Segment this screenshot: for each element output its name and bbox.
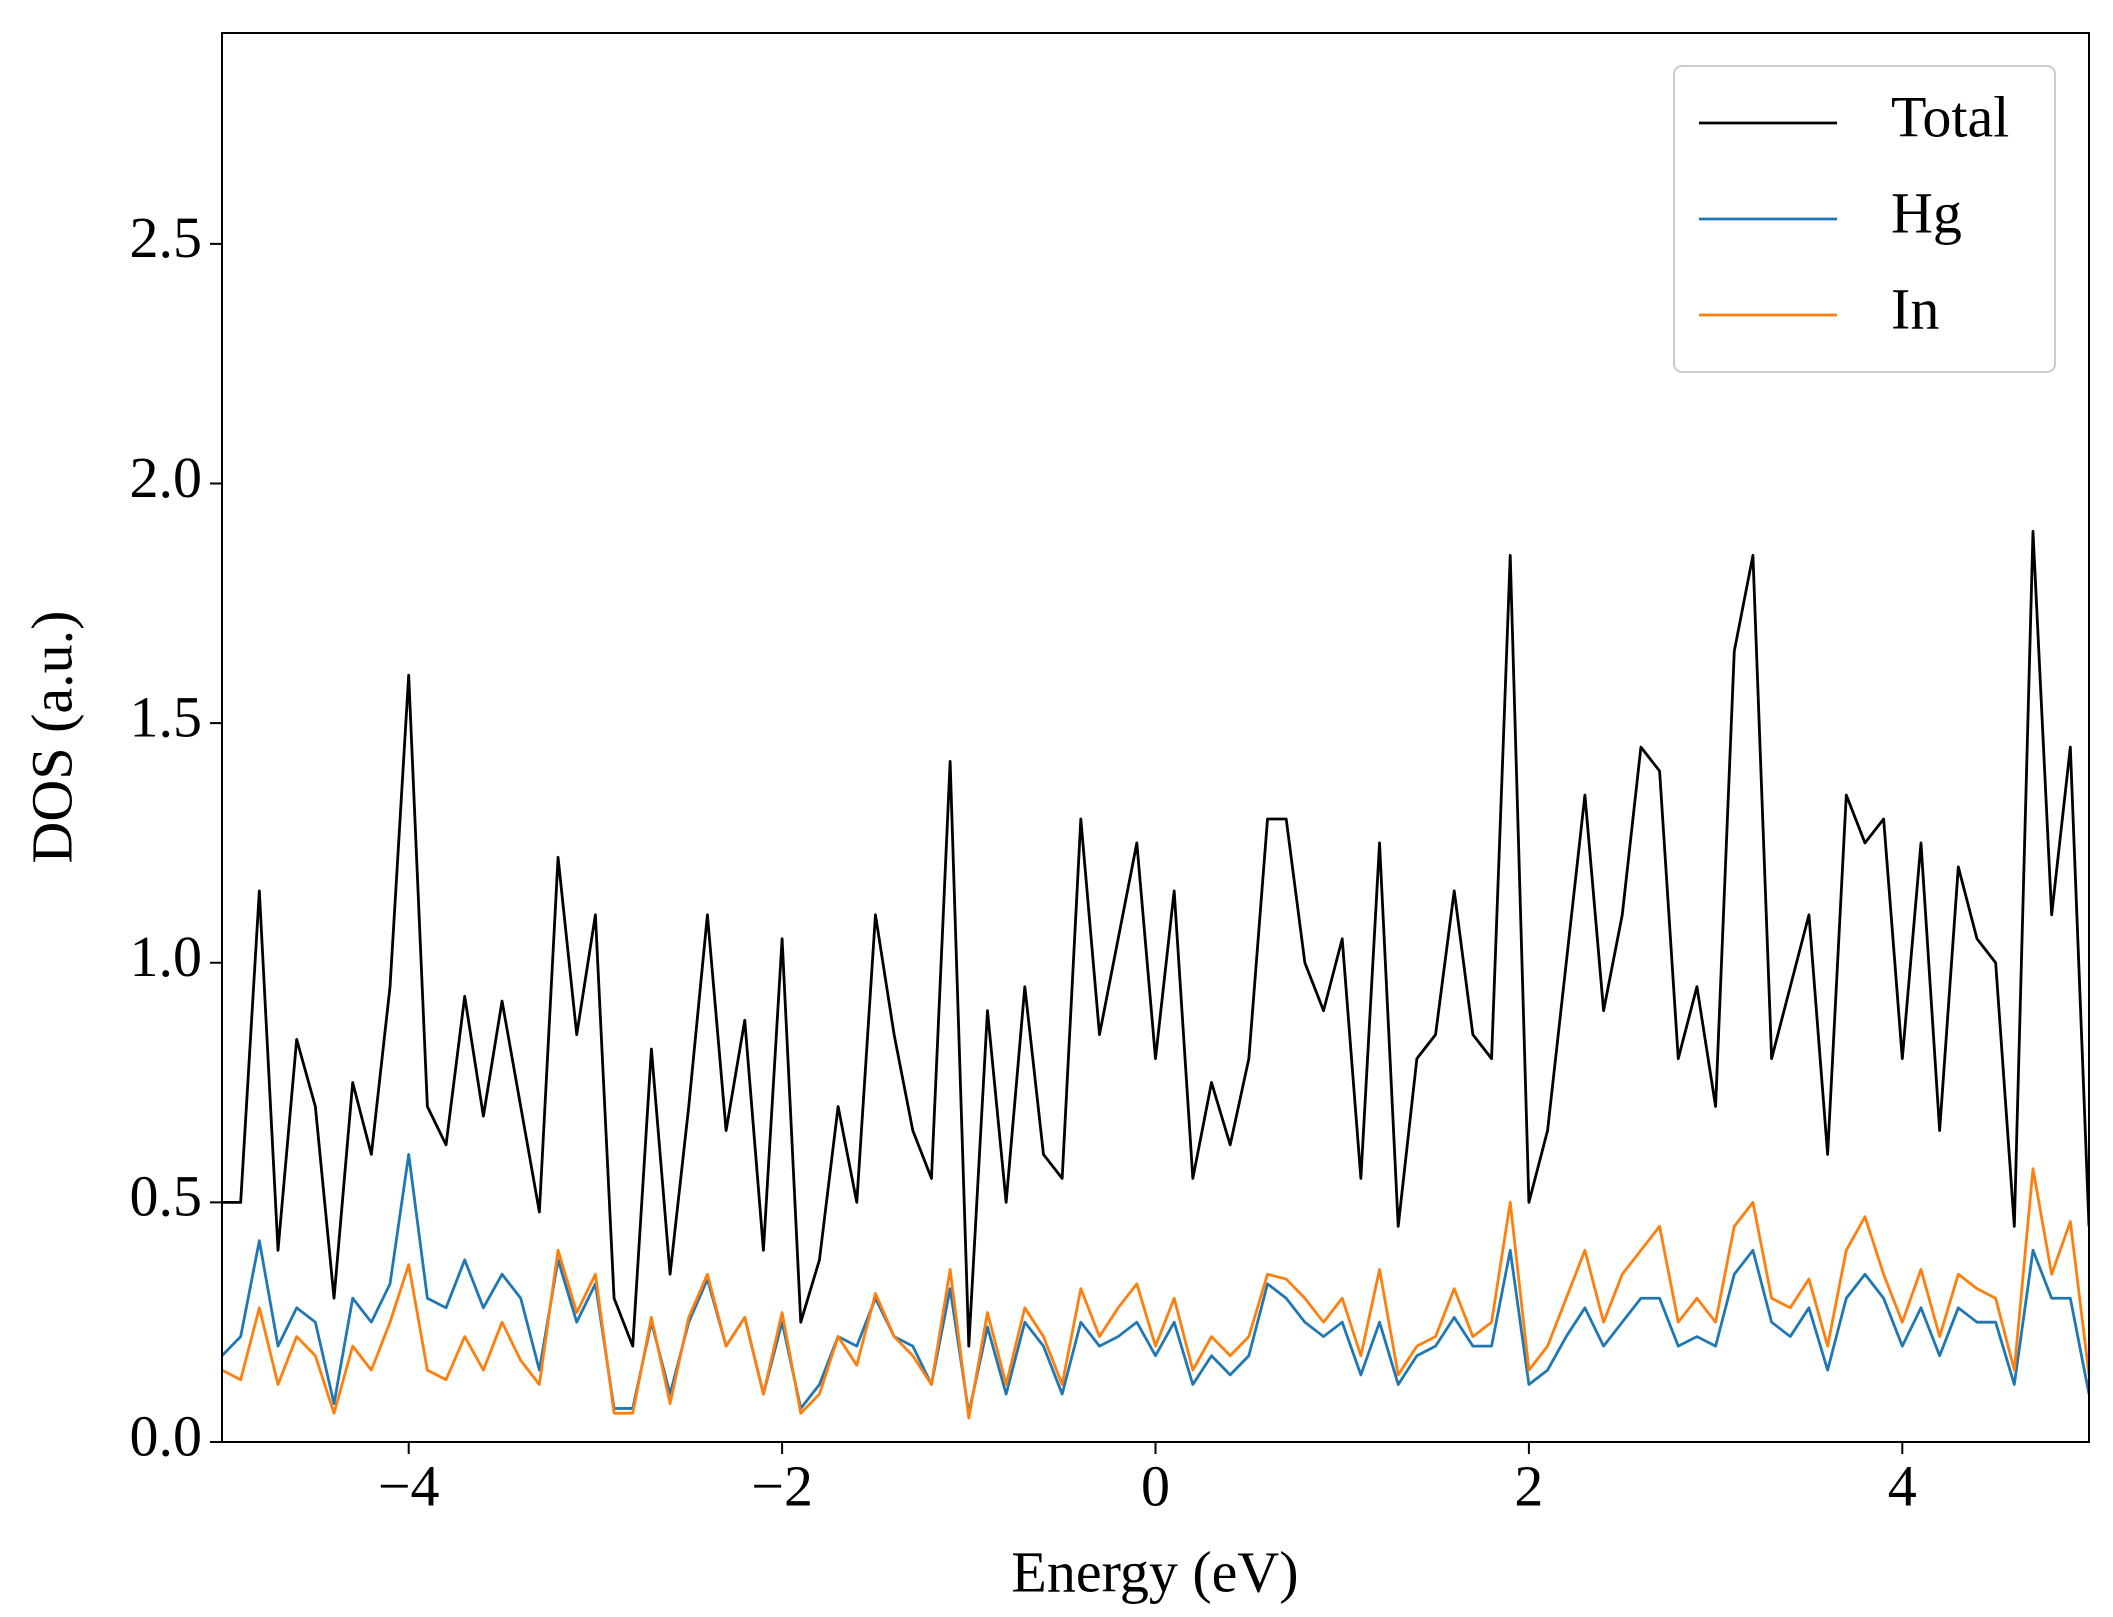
legend-label: Hg [1891, 180, 1962, 245]
legend-label: Total [1891, 84, 2009, 149]
x-tick-label: 0 [1141, 1453, 1170, 1518]
series-line [222, 1153, 2089, 1415]
x-tick-label: −2 [751, 1453, 813, 1518]
y-tick-label: 2.0 [130, 445, 203, 510]
legend-box [1673, 65, 2056, 373]
x-axis-label: Energy (eV) [1011, 1539, 1298, 1604]
x-tick-label: −4 [378, 1453, 440, 1518]
series-line [222, 530, 2089, 1348]
y-tick-label: 1.5 [130, 684, 203, 749]
plot-frame [221, 32, 2090, 1443]
y-tick-label: 0.5 [130, 1164, 203, 1229]
y-tick-label: 1.0 [130, 924, 203, 989]
x-tick-label: 2 [1514, 1453, 1543, 1518]
legend-label: In [1891, 276, 1939, 341]
y-axis-label: DOS (a.u.) [19, 611, 84, 864]
x-tick-label: 4 [1888, 1453, 1917, 1518]
y-tick-label: 2.5 [130, 205, 203, 270]
y-tick-label: 0.0 [130, 1403, 203, 1468]
series-line [222, 1167, 2089, 1420]
